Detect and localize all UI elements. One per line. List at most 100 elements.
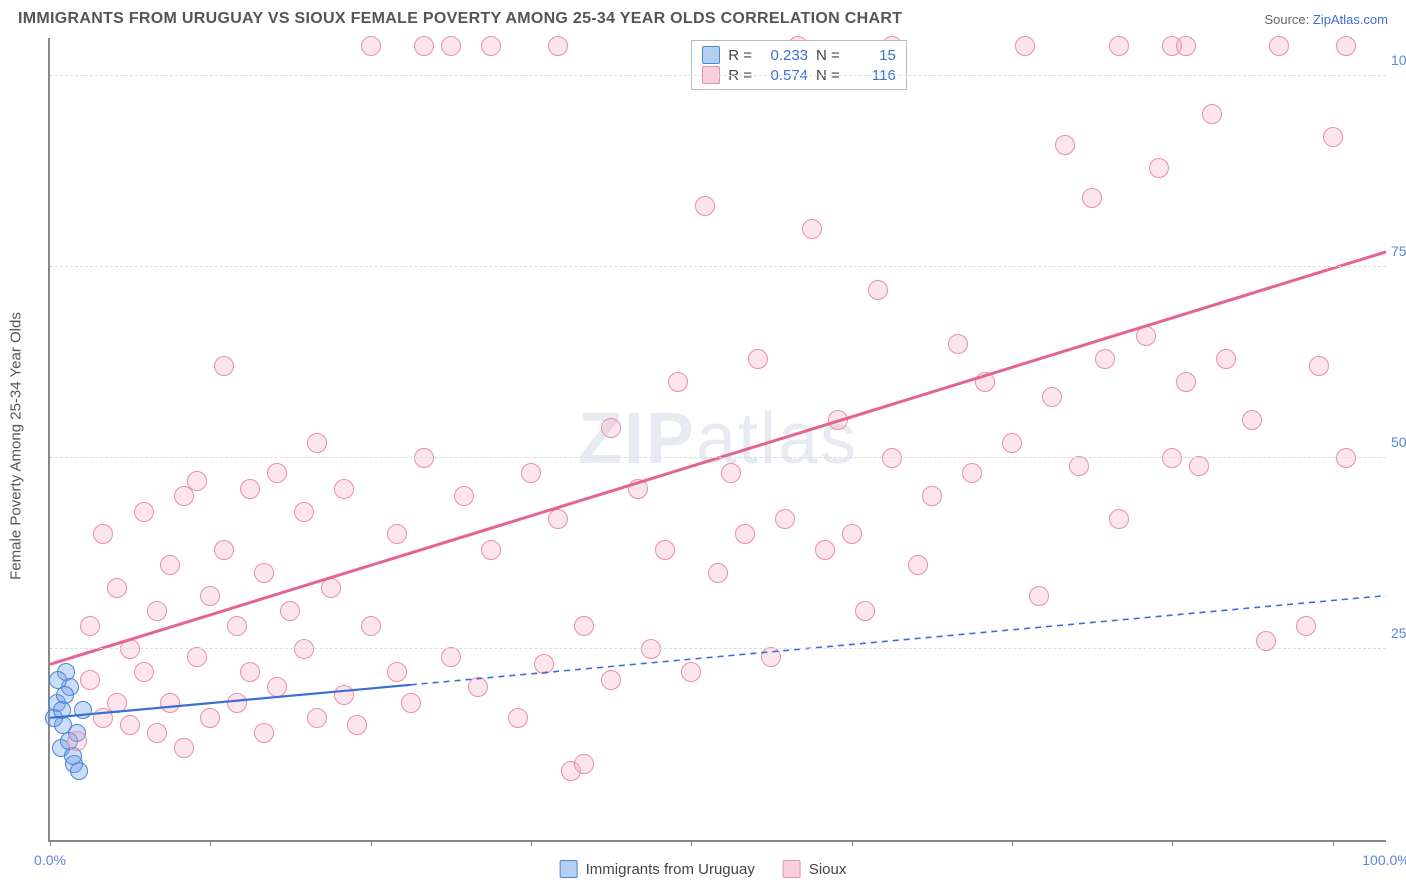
- gridline-h: [50, 75, 1386, 76]
- data-point-pink: [1002, 433, 1022, 453]
- data-point-pink: [454, 486, 474, 506]
- data-point-pink: [748, 349, 768, 369]
- data-point-pink: [107, 693, 127, 713]
- data-point-pink: [908, 555, 928, 575]
- x-tick-mark: [210, 840, 211, 846]
- data-point-pink: [441, 36, 461, 56]
- data-point-pink: [414, 448, 434, 468]
- data-point-pink: [387, 662, 407, 682]
- data-point-pink: [842, 524, 862, 544]
- data-point-pink: [107, 578, 127, 598]
- data-point-pink: [1042, 387, 1062, 407]
- data-point-pink: [628, 479, 648, 499]
- stat-n-blue: 15: [848, 47, 896, 64]
- y-tick-label: 100.0%: [1391, 52, 1406, 68]
- data-point-pink: [187, 471, 207, 491]
- x-tick-label: 0.0%: [34, 852, 66, 868]
- data-point-pink: [508, 708, 528, 728]
- y-tick-label: 25.0%: [1391, 625, 1406, 641]
- data-point-pink: [815, 540, 835, 560]
- data-point-pink: [387, 524, 407, 544]
- swatch-blue-icon: [560, 860, 578, 878]
- data-point-pink: [267, 677, 287, 697]
- data-point-pink: [601, 418, 621, 438]
- data-point-pink: [1216, 349, 1236, 369]
- data-point-pink: [1309, 356, 1329, 376]
- x-tick-mark: [371, 840, 372, 846]
- data-point-pink: [1336, 36, 1356, 56]
- data-point-pink: [481, 36, 501, 56]
- data-point-pink: [855, 601, 875, 621]
- data-point-pink: [160, 555, 180, 575]
- data-point-pink: [802, 219, 822, 239]
- data-point-pink: [347, 715, 367, 735]
- data-point-pink: [601, 670, 621, 690]
- data-point-pink: [120, 639, 140, 659]
- data-point-pink: [948, 334, 968, 354]
- stats-row-blue: R = 0.233 N = 15: [702, 45, 896, 65]
- data-point-pink: [1323, 127, 1343, 147]
- data-point-pink: [922, 486, 942, 506]
- legend-label: Immigrants from Uruguay: [586, 861, 755, 878]
- data-point-pink: [334, 479, 354, 499]
- chart-title: IMMIGRANTS FROM URUGUAY VS SIOUX FEMALE …: [18, 10, 902, 28]
- x-tick-mark: [531, 840, 532, 846]
- data-point-pink: [254, 723, 274, 743]
- data-point-pink: [1109, 36, 1129, 56]
- x-tick-mark: [1012, 840, 1013, 846]
- data-point-pink: [414, 36, 434, 56]
- data-point-pink: [134, 502, 154, 522]
- data-point-pink: [174, 738, 194, 758]
- legend-item-pink: Sioux: [783, 860, 847, 878]
- data-point-pink: [200, 708, 220, 728]
- data-point-pink: [67, 731, 87, 751]
- data-point-pink: [681, 662, 701, 682]
- data-point-pink: [775, 509, 795, 529]
- data-point-pink: [1176, 372, 1196, 392]
- data-point-pink: [214, 540, 234, 560]
- data-point-pink: [1149, 158, 1169, 178]
- data-point-pink: [120, 715, 140, 735]
- y-tick-label: 50.0%: [1391, 434, 1406, 450]
- data-point-pink: [1109, 509, 1129, 529]
- data-point-pink: [240, 479, 260, 499]
- source-prefix: Source:: [1264, 12, 1312, 27]
- data-point-pink: [1202, 104, 1222, 124]
- data-point-blue: [53, 701, 71, 719]
- data-point-pink: [1189, 456, 1209, 476]
- data-point-pink: [93, 524, 113, 544]
- data-point-pink: [574, 616, 594, 636]
- data-point-pink: [481, 540, 501, 560]
- x-tick-mark: [852, 840, 853, 846]
- data-point-pink: [80, 616, 100, 636]
- data-point-pink: [147, 723, 167, 743]
- data-point-pink: [1162, 448, 1182, 468]
- data-point-pink: [761, 647, 781, 667]
- data-point-pink: [280, 601, 300, 621]
- x-tick-mark: [691, 840, 692, 846]
- data-point-pink: [1242, 410, 1262, 430]
- data-point-pink: [147, 601, 167, 621]
- data-point-pink: [294, 502, 314, 522]
- swatch-pink-icon: [783, 860, 801, 878]
- chart-area: ZIPatlas R = 0.233 N = 15 R = 0.574 N = …: [48, 38, 1386, 842]
- data-point-pink: [1176, 36, 1196, 56]
- data-point-pink: [641, 639, 661, 659]
- data-point-pink: [187, 647, 207, 667]
- data-point-pink: [1015, 36, 1035, 56]
- data-point-pink: [1069, 456, 1089, 476]
- data-point-pink: [695, 196, 715, 216]
- data-point-pink: [307, 708, 327, 728]
- data-point-pink: [334, 685, 354, 705]
- data-point-pink: [962, 463, 982, 483]
- x-tick-mark: [1172, 840, 1173, 846]
- source-link[interactable]: ZipAtlas.com: [1313, 12, 1388, 27]
- data-point-pink: [735, 524, 755, 544]
- data-point-pink: [548, 509, 568, 529]
- x-tick-mark: [1333, 840, 1334, 846]
- data-point-pink: [1095, 349, 1115, 369]
- data-point-pink: [267, 463, 287, 483]
- data-point-pink: [294, 639, 314, 659]
- data-point-pink: [721, 463, 741, 483]
- data-point-pink: [882, 448, 902, 468]
